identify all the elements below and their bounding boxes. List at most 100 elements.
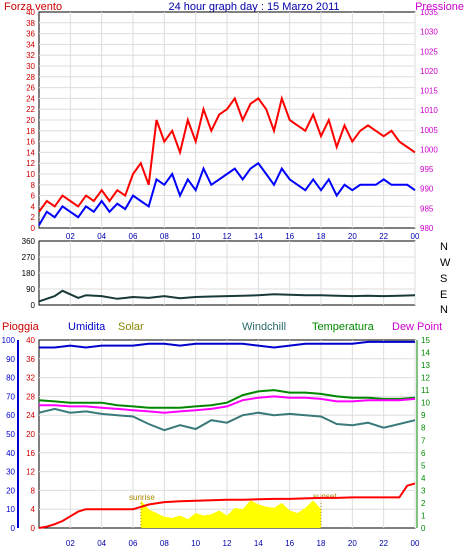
hour-tick-label: 06 — [129, 232, 138, 241]
temperature-tick-label: 15 — [421, 336, 430, 345]
wind-tick-label: 12 — [26, 159, 35, 168]
wind-axis-title: Forza vento — [4, 1, 62, 13]
wind-tick-label: 20 — [26, 116, 35, 125]
pressure-tick-label: 1005 — [420, 126, 438, 135]
humidity-tick-label: 100 — [2, 336, 16, 345]
wind-tick-label: 24 — [26, 94, 35, 103]
temperature-line — [38, 389, 416, 409]
pressure-tick-label: 990 — [420, 185, 434, 194]
hour-tick-label: 10 — [191, 232, 200, 241]
hour-tick-label: 02 — [66, 539, 75, 548]
hour-tick-label: 22 — [379, 232, 388, 241]
humidity-tick-label: 30 — [6, 468, 15, 477]
pressure-tick-label: 980 — [420, 224, 434, 233]
wind-tick-label: 6 — [31, 192, 36, 201]
pressure-tick-label: 1015 — [420, 87, 438, 96]
hour-tick-label: 18 — [317, 232, 326, 241]
pressure-tick-label: 1030 — [420, 28, 438, 37]
wind-tick-label: 40 — [26, 8, 35, 17]
rain-tick-label: 0 — [31, 524, 36, 533]
sunset-label: sunset — [313, 492, 337, 501]
rain-tick-label: 28 — [26, 392, 35, 401]
temperature-tick-label: 4 — [421, 474, 426, 483]
wind-tick-label: 16 — [26, 138, 35, 147]
rain-line — [38, 482, 416, 529]
direction-line — [38, 289, 416, 303]
pressure-tick-label: 1020 — [420, 67, 438, 76]
pressure-axis-title: Pressione — [415, 1, 464, 13]
humidity-tick-label: 70 — [6, 392, 15, 401]
hour-tick-label: 04 — [97, 539, 106, 548]
humidity-axis-title: Umidita — [68, 321, 106, 333]
hour-tick-label: 00 — [411, 539, 420, 548]
pressure-tick-label: 1035 — [420, 8, 438, 17]
wind-tick-label: 34 — [26, 40, 35, 49]
compass-s: S — [440, 273, 447, 285]
temperature-tick-label: 0 — [421, 524, 426, 533]
dewpoint-title: Dew Point — [392, 321, 442, 333]
humidity-tick-label: 20 — [6, 486, 15, 495]
wind-gust-line — [38, 94, 416, 213]
pressure-tick-label: 1025 — [420, 47, 438, 56]
temperature-tick-label: 6 — [421, 449, 426, 458]
temperature-tick-label: 3 — [421, 486, 426, 495]
hour-tick-label: 04 — [97, 232, 106, 241]
temperature-axis-title: Temperatura — [312, 321, 375, 333]
rain-tick-label: 16 — [26, 449, 35, 458]
wind-tick-label: 0 — [31, 224, 36, 233]
hour-tick-label: 12 — [223, 539, 232, 548]
hour-tick-label: 00 — [411, 232, 420, 241]
humidity-tick-label: 90 — [6, 355, 15, 364]
pressure-tick-label: 1000 — [420, 145, 438, 154]
solar-title: Solar — [118, 321, 144, 333]
wind-tick-label: 30 — [26, 62, 35, 71]
wind-tick-label: 38 — [26, 19, 35, 28]
pressure-tick-label: 985 — [420, 204, 434, 213]
direction-tick-label: 270 — [22, 253, 36, 262]
compass-n-bottom: N — [440, 304, 448, 316]
hour-tick-label: 16 — [285, 232, 294, 241]
humidity-tick-label: 60 — [6, 411, 15, 420]
humidity-tick-label: 0 — [11, 524, 16, 533]
wind-tick-label: 18 — [26, 127, 35, 136]
hour-tick-label: 08 — [160, 539, 169, 548]
rain-tick-label: 40 — [26, 336, 35, 345]
wind-tick-label: 22 — [26, 105, 35, 114]
temperature-tick-label: 2 — [421, 499, 426, 508]
hour-tick-label: 06 — [129, 539, 138, 548]
rain-tick-label: 8 — [31, 486, 36, 495]
sunrise-label: sunrise — [129, 493, 155, 502]
hour-tick-label: 02 — [66, 232, 75, 241]
temperature-tick-label: 7 — [421, 436, 426, 445]
rain-tick-label: 4 — [31, 505, 36, 514]
solar-area — [140, 500, 321, 528]
direction-tick-label: 180 — [22, 269, 36, 278]
humidity-line — [39, 340, 415, 349]
direction-tick-label: 360 — [22, 237, 36, 246]
wind-tick-label: 36 — [26, 30, 35, 39]
chart-title: 24 hour graph day : 15 Marzo 2011 — [168, 1, 339, 13]
rain-tick-label: 36 — [26, 355, 35, 364]
hour-tick-label: 20 — [348, 232, 357, 241]
temperature-tick-label: 9 — [421, 411, 426, 420]
temperature-tick-label: 5 — [421, 461, 426, 470]
humidity-tick-label: 10 — [6, 505, 15, 514]
temperature-tick-label: 10 — [421, 399, 430, 408]
wind-tick-label: 26 — [26, 84, 35, 93]
rain-tick-label: 20 — [26, 430, 35, 439]
dewpoint-line — [39, 395, 416, 414]
hour-tick-label: 14 — [254, 539, 263, 548]
direction-tick-label: 0 — [31, 301, 36, 310]
compass-n-top: N — [440, 241, 448, 253]
rain-tick-label: 32 — [26, 374, 35, 383]
hour-tick-label: 18 — [317, 539, 326, 548]
hour-tick-label: 10 — [191, 539, 200, 548]
wind-tick-label: 32 — [26, 51, 35, 60]
wind-tick-label: 14 — [26, 148, 35, 157]
hour-tick-label: 20 — [348, 539, 357, 548]
compass-e: E — [440, 289, 447, 301]
wind-tick-label: 4 — [31, 202, 36, 211]
rain-tick-label: 24 — [26, 411, 35, 420]
